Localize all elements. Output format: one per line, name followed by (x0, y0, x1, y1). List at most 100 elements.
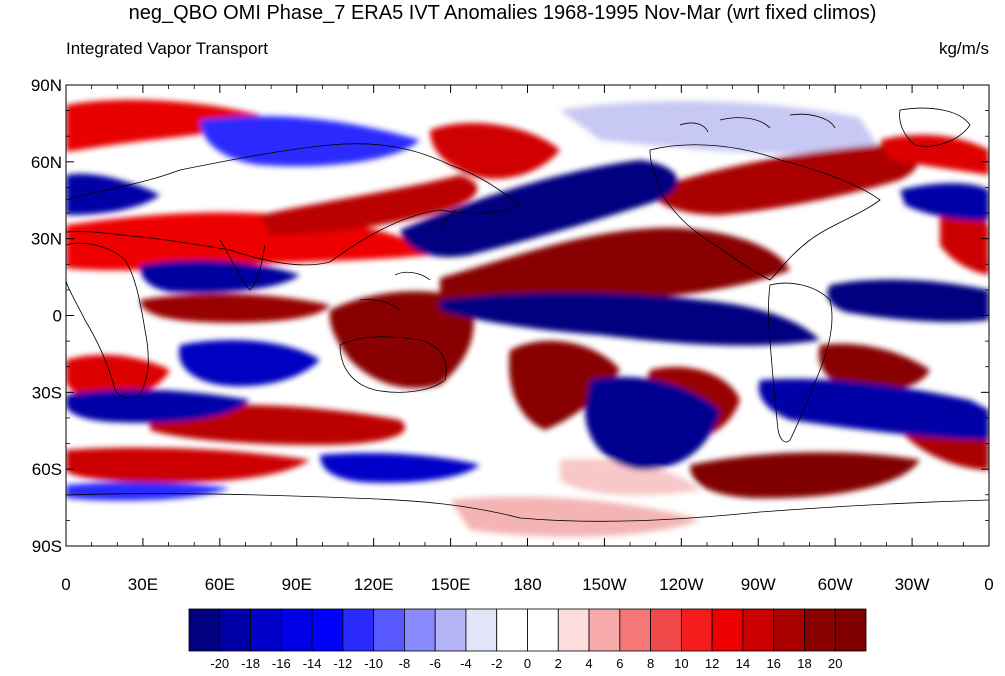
lon-label: 150E (431, 575, 471, 594)
light-red-south-pacific (560, 459, 700, 496)
blue-east-pacific-tropical (440, 292, 820, 346)
lat-label: 0 (53, 307, 62, 326)
colorbar-swatch (834, 608, 867, 652)
colorbar-label: -6 (429, 656, 441, 671)
coastline-greenland (899, 107, 971, 147)
colorbar-swatch (465, 608, 498, 652)
colorbar-swatch (342, 608, 375, 652)
blue-north-atlantic (66, 173, 160, 215)
colorbar-swatch (680, 608, 713, 652)
red-southern-ocean-west (66, 447, 310, 483)
colorbar-swatch (619, 608, 651, 652)
blue-southern-ocean-central (320, 453, 480, 483)
colorbar-label: 14 (736, 656, 750, 671)
lat-label: 90S (32, 537, 62, 556)
coastlines (66, 107, 989, 522)
red-east-atlantic (940, 213, 989, 275)
colorbar-label: 20 (828, 656, 842, 671)
lat-label: 30S (32, 383, 62, 402)
colorbar-label: -20 (210, 656, 229, 671)
anomaly-field (66, 85, 989, 546)
red-siberia-band (430, 122, 560, 179)
colorbar-label: 12 (705, 656, 719, 671)
colorbar-swatch (311, 608, 344, 652)
lat-label: 90N (31, 76, 62, 95)
lon-label: 90W (741, 575, 776, 594)
colorbar-swatch (711, 608, 744, 652)
blue-south-indian-subtropic (66, 389, 250, 423)
blue-subpolar-south (66, 482, 230, 501)
lon-label: 0 (984, 575, 993, 594)
colorbar-swatch (650, 608, 682, 652)
colorbar-swatch (588, 608, 621, 652)
colorbar-label: 8 (647, 656, 654, 671)
red-indian-ocean-north (140, 293, 330, 323)
colorbar-label: 10 (674, 656, 688, 671)
colorbar-label: 16 (766, 656, 780, 671)
lat-label: 30N (31, 230, 62, 249)
colorbar-swatch (280, 608, 313, 652)
colorbar-label: 2 (555, 656, 562, 671)
lat-label: 60S (32, 460, 62, 479)
coastline-antarctica (66, 493, 989, 522)
blue-south-atlantic-diagonal (758, 378, 989, 440)
latitude-labels: 90N 60N 30N 0 30S 60S 90S (31, 76, 62, 556)
red-south-pacific-diagonal (509, 340, 620, 430)
colorbar-swatch (527, 608, 559, 652)
coastline-africa (66, 242, 149, 399)
blue-west-pacific-jet (400, 160, 678, 258)
red-canada (880, 134, 989, 175)
colorbar-label: 18 (797, 656, 811, 671)
colorbar-swatch (188, 608, 221, 652)
lon-label: 30E (128, 575, 158, 594)
light-red-antarctic-band (450, 496, 700, 537)
colorbar-label: -4 (460, 656, 472, 671)
colorbar (188, 608, 867, 652)
colorbar-swatch (804, 608, 836, 652)
blue-eurasia-arctic (200, 116, 420, 167)
colorbar-label: 0 (524, 656, 531, 671)
coastline-australia (339, 336, 447, 393)
lon-label: 60W (818, 575, 853, 594)
chart-title: neg_QBO OMI Phase_7 ERA5 IVT Anomalies 1… (128, 2, 877, 24)
blue-africa-south (179, 340, 320, 387)
colorbar-label: -8 (399, 656, 411, 671)
red-south-america-east (818, 343, 930, 392)
coastline-arctic-islands (679, 113, 836, 133)
lon-label: 0 (61, 575, 70, 594)
lon-label: 30W (895, 575, 930, 594)
blue-south-pacific-large (585, 376, 720, 470)
units-label: kg/m/s (938, 39, 989, 58)
coastline-south-america (768, 282, 833, 443)
red-maritime-continent (329, 291, 474, 389)
colorbar-swatch (373, 608, 405, 652)
colorbar-swatch (742, 608, 775, 652)
lat-label: 60N (31, 153, 62, 172)
blue-east-atlantic-tropical (827, 279, 989, 323)
axis-ticks (65, 84, 990, 547)
coastline-japan-indonesia (359, 209, 456, 311)
colorbar-label: -16 (272, 656, 291, 671)
lon-label: 120E (354, 575, 394, 594)
coastline-india (219, 239, 266, 291)
red-north-atlantic (66, 99, 260, 152)
red-south-atlantic (66, 354, 170, 400)
lon-label: 150W (582, 575, 626, 594)
colorbar-label: -10 (364, 656, 383, 671)
variable-label: Integrated Vapor Transport (66, 39, 268, 58)
colorbar-label: 4 (585, 656, 592, 671)
colorbar-swatch (219, 608, 251, 652)
red-north-pacific-jet (440, 227, 790, 304)
lon-label: 90E (282, 575, 312, 594)
red-asia-jet (260, 175, 478, 235)
coastline-eurasia (66, 143, 521, 266)
red-north-atlantic-jet (650, 145, 918, 215)
lon-label: 120W (659, 575, 703, 594)
lon-label: 60E (205, 575, 235, 594)
blue-north-atlantic-east (900, 183, 989, 221)
colorbar-label: -12 (333, 656, 352, 671)
colorbar-label: -18 (241, 656, 260, 671)
colorbar-label: -2 (491, 656, 503, 671)
colorbar-label: 6 (616, 656, 623, 671)
